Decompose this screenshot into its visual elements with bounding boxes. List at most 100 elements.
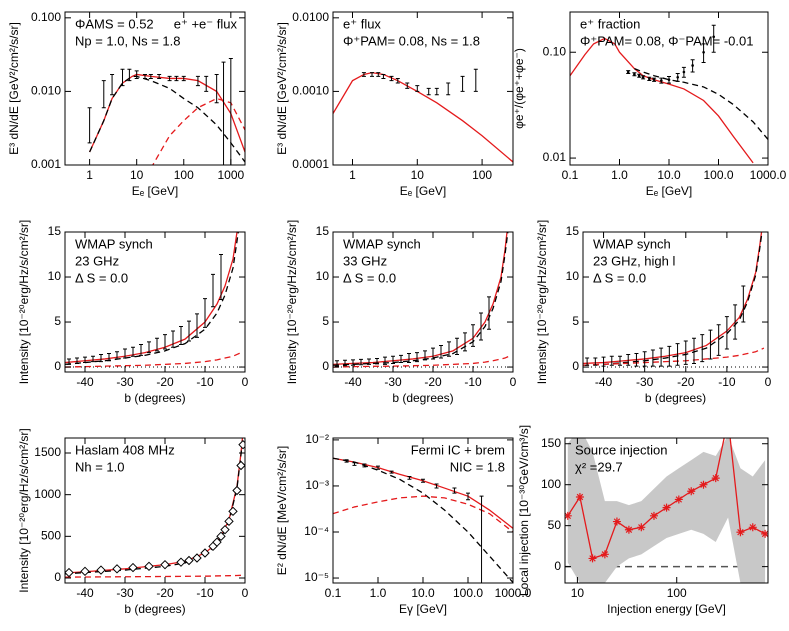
dashed-curve [65,232,239,365]
x-tick-label: -10 [718,375,736,389]
x-tick-label: 1.0 [611,168,628,182]
diamond-marker [224,516,234,527]
error-bar [131,346,135,357]
plot-area [87,58,245,165]
error-bar [724,316,729,350]
annotation: Δ S = 0.0 [593,270,646,285]
error-bar [139,344,143,356]
star-marker [748,523,757,532]
error-bar [741,285,746,323]
y-tick-label: 0.100 [31,10,61,24]
diamond-marker [212,537,222,547]
panel: 10 100 0 50 100 150 Injection energy [GeV] Loca… [517,425,769,616]
error-bar [91,355,95,363]
error-bar [399,354,403,364]
x-tick-label: -30 [384,375,402,389]
panel: 0.1 1.0 10.0 100.0 1000.0 10⁻² 10⁻³ 10⁻⁴ 10⁻⁵ Eγ … [275,432,532,616]
error-bar [407,476,412,480]
diamond-marker [184,555,194,566]
error-bar [667,345,672,367]
plot-area [333,457,513,583]
x-tick-label: 0 [242,586,249,600]
plot-frame [582,231,769,373]
diamond-marker [112,564,122,574]
dashed-curve [634,68,768,140]
x-tick-label: -10 [196,375,214,389]
x-tick-label: 0 [765,375,772,389]
error-bar [362,463,367,468]
x-tick-label: 0.1 [325,586,342,600]
x-tick-label: -30 [116,375,134,389]
error-bar [335,360,339,367]
star-marker [761,529,768,538]
x-tick-label: 0 [242,375,249,389]
plot-frame [64,231,246,373]
error-bar [421,478,425,483]
star-marker [649,511,658,520]
error-bar [708,329,713,360]
error-bar [352,462,357,466]
error-bar [214,73,219,104]
diamond-marker [192,553,202,563]
error-bar [87,107,92,144]
error-bar [479,312,483,341]
y-tick-label: 500 [41,529,61,543]
error-bar [155,337,159,352]
y-axis-label: E³ dN/dE [GeV²/cm²/s/sr] [7,22,21,155]
diamond-marker [236,460,245,471]
panel: -40 -30 -20 -10 0 0 5 10 15 b (degrees) Intensity … [17,220,249,405]
error-bar [711,24,716,53]
error-bar [147,341,151,354]
y-tick-label: 10⁻² [305,432,329,446]
error-bar [659,347,664,367]
panel: -40 -30 -20 -10 0 0 5 10 15 b (degrees) Intensity … [285,220,516,405]
error-bar [142,73,147,79]
y-tick-label: 10⁻⁴ [304,524,329,538]
panel: 1 10 100 1000 0.100 0.010 0.001 Eₑ [GeV] E³ dN/d… [7,10,246,198]
annotation: Source injection [575,442,668,457]
x-tick-label: -40 [595,375,613,389]
plot-frame [64,437,246,584]
error-bar [407,353,411,364]
dashed-curve [333,355,510,368]
x-tick-label: 100.0 [453,586,483,600]
x-tick-label: 10 [571,586,585,600]
error-bar [123,348,127,359]
y-tick-label: 1500 [34,445,61,459]
error-bar [593,357,598,366]
y-tick-label: 10⁻⁵ [304,570,329,584]
diamond-marker [96,565,106,575]
annotation: ΦAMS = 0.52 [75,16,154,31]
error-bar [473,68,478,92]
plot-area [65,232,245,368]
star-marker [600,550,609,559]
x-tick-label: -20 [156,586,174,600]
plot-area [333,68,513,163]
error-bar [415,352,419,363]
error-bar [110,73,115,96]
x-tick-label: -10 [196,586,214,600]
y-tick-label: 100 [541,477,561,491]
error-bar [187,320,191,342]
data-point [702,50,705,54]
error-bar [375,357,379,365]
error-bar [134,70,139,79]
y-tick-label: 10 [48,269,62,283]
x-axis-label: Eₑ [GeV] [132,184,178,198]
y-tick-label: 10 [316,269,330,283]
error-bar [101,80,106,109]
error-bar [391,355,395,364]
error-bar [344,459,349,463]
y-tick-label: 0.010 [31,84,61,98]
star-marker [662,503,671,512]
y-axis-label: Intensity [10⁻²⁰erg/Hz/s/cm²/sr] [285,220,299,385]
error-bar [626,353,631,366]
annotation: WMAP synch [593,236,671,251]
star-marker [588,554,597,563]
x-tick-label: 1000.0 [495,586,532,600]
y-tick-label: 5 [54,314,61,328]
annotation: Φ⁺PAM= 0.08, Φ⁻PAM= -0.01 [580,33,753,48]
error-bar [174,75,179,82]
annotation: χ² =29.7 [575,459,623,474]
